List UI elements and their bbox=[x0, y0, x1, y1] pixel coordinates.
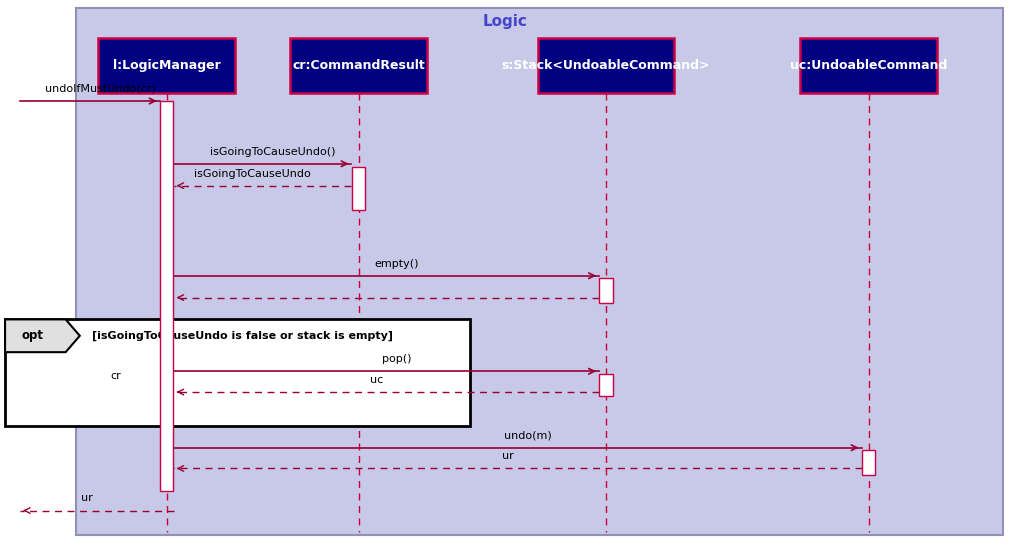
FancyBboxPatch shape bbox=[5, 319, 470, 426]
Polygon shape bbox=[5, 319, 80, 352]
Text: isGoingToCauseUndo: isGoingToCauseUndo bbox=[194, 169, 311, 179]
Text: uc:UndoableCommand: uc:UndoableCommand bbox=[790, 59, 947, 72]
FancyBboxPatch shape bbox=[76, 8, 1003, 535]
FancyBboxPatch shape bbox=[160, 101, 174, 491]
Text: Logic: Logic bbox=[483, 14, 527, 28]
FancyBboxPatch shape bbox=[600, 278, 612, 303]
Text: undoIfMustUndo(cr): undoIfMustUndo(cr) bbox=[44, 84, 156, 94]
Text: l:LogicManager: l:LogicManager bbox=[113, 59, 220, 72]
Text: undo(m): undo(m) bbox=[504, 431, 551, 441]
Text: ur: ur bbox=[81, 494, 93, 503]
FancyBboxPatch shape bbox=[600, 374, 612, 396]
Text: pop(): pop() bbox=[382, 354, 411, 364]
Text: ur: ur bbox=[502, 452, 513, 461]
FancyBboxPatch shape bbox=[351, 167, 366, 210]
Text: cr: cr bbox=[111, 371, 121, 381]
FancyBboxPatch shape bbox=[800, 38, 937, 93]
Text: opt: opt bbox=[21, 329, 43, 342]
Text: uc: uc bbox=[370, 375, 383, 385]
Text: [isGoingToCauseUndo is false or stack is empty]: [isGoingToCauseUndo is false or stack is… bbox=[92, 331, 393, 341]
FancyBboxPatch shape bbox=[537, 38, 675, 93]
Text: s:Stack<UndoableCommand>: s:Stack<UndoableCommand> bbox=[502, 59, 710, 72]
Text: cr:CommandResult: cr:CommandResult bbox=[292, 59, 425, 72]
Text: empty(): empty() bbox=[374, 259, 419, 269]
FancyBboxPatch shape bbox=[863, 450, 875, 475]
Text: isGoingToCauseUndo(): isGoingToCauseUndo() bbox=[210, 147, 335, 157]
FancyBboxPatch shape bbox=[99, 38, 234, 93]
FancyBboxPatch shape bbox=[291, 38, 426, 93]
